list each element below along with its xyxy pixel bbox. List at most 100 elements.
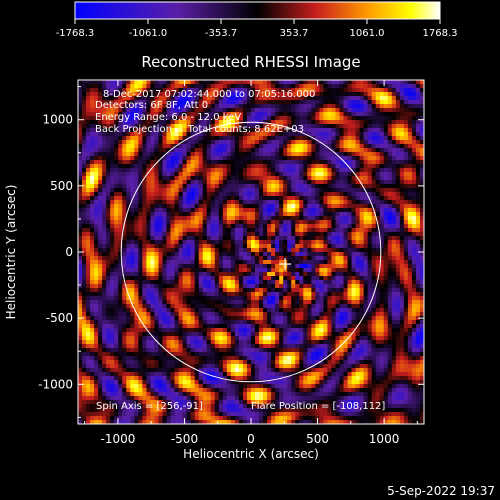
heatmap-cell xyxy=(182,244,187,249)
heatmap-cell xyxy=(182,108,187,113)
heatmap-cell xyxy=(379,244,385,249)
heatmap-cell xyxy=(202,292,208,297)
heatmap-cell xyxy=(154,308,159,313)
heatmap-cell xyxy=(327,244,332,249)
heatmap-cell xyxy=(238,88,244,93)
heatmap-cell xyxy=(259,292,264,297)
heatmap-cell xyxy=(154,268,159,273)
heatmap-cell xyxy=(94,124,99,129)
heatmap-cell xyxy=(307,144,312,149)
heatmap-cell xyxy=(387,300,393,305)
heatmap-cell xyxy=(399,144,405,149)
heatmap-cell xyxy=(226,172,232,177)
heatmap-cell xyxy=(399,268,405,273)
heatmap-cell xyxy=(263,292,268,297)
heatmap-cell xyxy=(307,216,312,221)
heatmap-cell xyxy=(263,140,268,145)
heatmap-cell xyxy=(303,244,308,249)
heatmap-cell xyxy=(242,184,248,189)
heatmap-cell xyxy=(283,240,288,245)
heatmap-cell xyxy=(403,168,409,173)
heatmap-cell xyxy=(335,276,340,281)
heatmap-cell xyxy=(267,164,272,169)
heatmap-cell xyxy=(259,92,264,97)
heatmap-cell xyxy=(198,264,204,269)
heatmap-cell xyxy=(307,184,312,189)
heatmap-cell xyxy=(323,108,328,113)
heatmap-cell xyxy=(106,272,111,277)
heatmap-cell xyxy=(315,96,320,101)
heatmap-cell xyxy=(218,236,224,241)
heatmap-cell xyxy=(287,216,292,221)
heatmap-cell xyxy=(98,144,103,149)
heatmap-cell xyxy=(82,172,87,177)
heatmap-cell xyxy=(174,236,179,241)
heatmap-cell xyxy=(78,308,83,313)
heatmap-cell xyxy=(218,248,224,253)
heatmap-cell xyxy=(222,272,228,277)
heatmap-cell xyxy=(307,304,312,309)
heatmap-cell xyxy=(134,104,139,109)
heatmap-cell xyxy=(102,224,107,229)
heatmap-cell xyxy=(198,128,204,133)
heatmap-cell xyxy=(339,168,344,173)
heatmap-cell xyxy=(90,148,95,153)
heatmap-cell xyxy=(202,228,208,233)
heatmap-cell xyxy=(307,284,312,289)
heatmap-cell xyxy=(371,176,377,181)
heatmap-cell xyxy=(134,132,139,137)
heatmap-cell xyxy=(238,136,244,141)
heatmap-cell xyxy=(339,144,344,149)
heatmap-cell xyxy=(415,148,421,153)
heatmap-cell xyxy=(158,120,163,125)
heatmap-cell xyxy=(355,196,360,201)
heatmap-cell xyxy=(283,96,288,101)
heatmap-cell xyxy=(339,196,344,201)
heatmap-cell xyxy=(267,140,272,145)
heatmap-cell xyxy=(251,292,256,297)
heatmap-cell xyxy=(371,224,377,229)
heatmap-cell xyxy=(194,156,199,161)
heatmap-cell xyxy=(419,104,424,109)
heatmap-cell xyxy=(90,216,95,221)
heatmap-cell xyxy=(174,128,179,133)
heatmap-cell xyxy=(399,92,405,97)
heatmap-cell xyxy=(415,80,421,85)
heatmap-cell xyxy=(226,264,232,269)
heatmap-cell xyxy=(102,284,107,289)
colorbar xyxy=(74,1,441,20)
heatmap-cell xyxy=(86,144,91,149)
heatmap-cell xyxy=(202,160,208,165)
heatmap-cell xyxy=(98,268,103,273)
heatmap-cell xyxy=(210,204,216,209)
heatmap-cell xyxy=(106,84,111,89)
heatmap-cell xyxy=(190,96,195,101)
heatmap-cell xyxy=(214,172,220,177)
heatmap-cell xyxy=(415,300,421,305)
heatmap-cell xyxy=(295,92,300,97)
heatmap-cell xyxy=(234,236,240,241)
heatmap-cell xyxy=(106,236,111,241)
heatmap-cell xyxy=(182,192,187,197)
heatmap-cell xyxy=(279,172,284,177)
heatmap-cell xyxy=(122,272,127,277)
heatmap-cell xyxy=(234,272,240,277)
heatmap-cell xyxy=(198,240,204,245)
heatmap-cell xyxy=(275,240,280,245)
heatmap-cell xyxy=(279,268,284,273)
heatmap-cell xyxy=(387,284,393,289)
heatmap-cell xyxy=(255,304,260,309)
heatmap-cell xyxy=(78,192,83,197)
heatmap-cell xyxy=(299,144,304,149)
heatmap-cell xyxy=(335,156,340,161)
heatmap-cell xyxy=(371,156,377,161)
heatmap-cell xyxy=(375,108,381,113)
heatmap-cell xyxy=(94,196,99,201)
heatmap-cell xyxy=(375,256,381,261)
heatmap-cell xyxy=(267,216,272,221)
heatmap-cell xyxy=(363,280,368,285)
heatmap-cell xyxy=(403,96,409,101)
heatmap-cell xyxy=(126,228,131,233)
heatmap-cell xyxy=(275,288,280,293)
heatmap-cell xyxy=(246,308,252,313)
